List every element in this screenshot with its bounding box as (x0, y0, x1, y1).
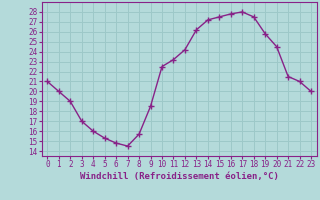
X-axis label: Windchill (Refroidissement éolien,°C): Windchill (Refroidissement éolien,°C) (80, 172, 279, 181)
